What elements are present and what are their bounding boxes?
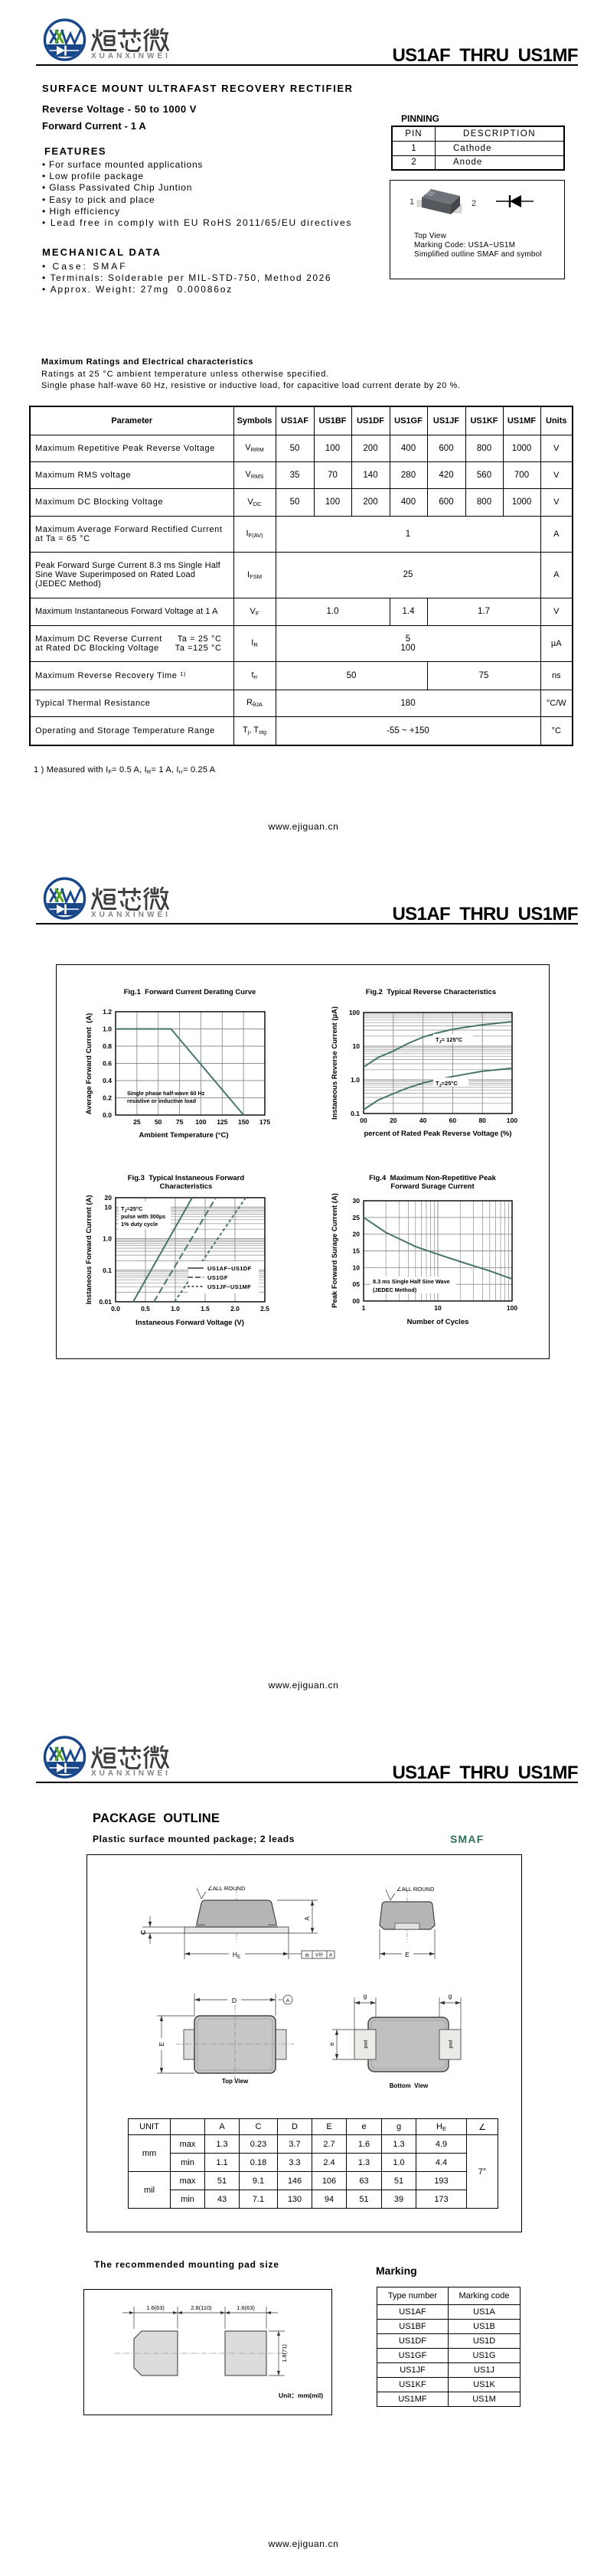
svg-text:30: 30 — [353, 1197, 361, 1205]
svg-text:TJ=25°C: TJ=25°C — [436, 1080, 458, 1088]
svg-text:8.3 ms Single Half Sine Wave: 8.3 ms Single Half Sine Wave — [373, 1278, 450, 1285]
svg-text:100: 100 — [349, 1009, 360, 1016]
svg-text:100: 100 — [195, 1118, 206, 1126]
svg-text:US1AF~US1DF: US1AF~US1DF — [207, 1265, 252, 1272]
svg-text:HE: HE — [233, 1951, 240, 1960]
svg-text:0.6: 0.6 — [103, 1060, 112, 1068]
svg-text:1.0: 1.0 — [103, 1026, 112, 1033]
svg-text:pad: pad — [449, 2040, 454, 2048]
svg-text:0.0: 0.0 — [103, 1111, 112, 1119]
svg-text:E: E — [158, 2042, 165, 2046]
svg-text:D: D — [232, 1997, 237, 2004]
svg-text:2.5: 2.5 — [260, 1305, 269, 1312]
svg-text:E: E — [405, 1951, 410, 1958]
svg-text:00: 00 — [353, 1297, 361, 1305]
svg-text:125: 125 — [217, 1118, 227, 1126]
svg-text:1.6(63): 1.6(63) — [237, 2304, 255, 2311]
svg-text:Ambient Temperature (°C): Ambient Temperature (°C) — [139, 1131, 228, 1140]
svg-text:∠ALL ROUND: ∠ALL ROUND — [207, 1885, 246, 1892]
svg-text:2.0: 2.0 — [230, 1305, 240, 1312]
svg-text:0.01: 0.01 — [99, 1298, 112, 1306]
svg-text:1.6(63): 1.6(63) — [146, 2304, 165, 2311]
svg-text:US1JF~US1MF: US1JF~US1MF — [207, 1283, 251, 1290]
svg-text:0.8: 0.8 — [103, 1042, 112, 1050]
svg-text:175: 175 — [259, 1118, 270, 1126]
svg-text:25: 25 — [133, 1118, 141, 1126]
svg-text:Average Forward Current (A): Average Forward Current (A) — [85, 1013, 93, 1115]
svg-text:150: 150 — [238, 1118, 249, 1126]
svg-text:15: 15 — [353, 1247, 361, 1255]
svg-text:20: 20 — [105, 1194, 113, 1202]
svg-text:Number of Cycles: Number of Cycles — [407, 1318, 469, 1326]
svg-text:⊖: ⊖ — [305, 1953, 309, 1958]
svg-text:60: 60 — [449, 1117, 457, 1124]
svg-text:1.0: 1.0 — [171, 1305, 180, 1312]
svg-text:1.8(71): 1.8(71) — [281, 2344, 288, 2362]
svg-text:e: e — [328, 2042, 335, 2046]
svg-text:2.8(110): 2.8(110) — [191, 2304, 212, 2311]
svg-text:1.0: 1.0 — [103, 1235, 112, 1243]
svg-text:0.2: 0.2 — [103, 1094, 112, 1102]
svg-text:75: 75 — [176, 1118, 184, 1126]
svg-text:1.5: 1.5 — [201, 1305, 210, 1312]
svg-text:100: 100 — [507, 1304, 517, 1312]
svg-text:0.1: 0.1 — [351, 1110, 360, 1117]
svg-text:1.0: 1.0 — [351, 1076, 360, 1084]
svg-text:100: 100 — [507, 1117, 517, 1124]
svg-text:(JEDEC Method): (JEDEC Method) — [373, 1286, 417, 1293]
svg-text:80: 80 — [478, 1117, 486, 1124]
svg-text:g: g — [364, 1993, 367, 2000]
svg-text:10: 10 — [353, 1264, 361, 1271]
svg-text:VⓂ: VⓂ — [315, 1952, 323, 1958]
svg-text:1% duty cycle: 1% duty cycle — [121, 1221, 158, 1228]
svg-text:0.1: 0.1 — [103, 1267, 112, 1274]
svg-text:Peak Forward Surage Current (A: Peak Forward Surage Current (A) — [331, 1193, 339, 1308]
svg-text:Top View: Top View — [222, 2078, 249, 2085]
svg-text:25: 25 — [353, 1214, 361, 1221]
svg-text:00: 00 — [360, 1117, 367, 1124]
svg-text:10: 10 — [105, 1203, 113, 1211]
svg-text:50: 50 — [155, 1118, 162, 1126]
svg-text:2: 2 — [472, 199, 476, 208]
svg-text:Bottom View: Bottom View — [390, 2082, 429, 2089]
svg-text:0.0: 0.0 — [111, 1305, 120, 1312]
svg-text:pad: pad — [364, 2040, 369, 2048]
svg-text:Instaneous Forward Voltage (V): Instaneous Forward Voltage (V) — [135, 1319, 244, 1327]
svg-text:1: 1 — [410, 197, 414, 207]
svg-text:40: 40 — [419, 1117, 427, 1124]
svg-text:US1GF: US1GF — [207, 1274, 228, 1281]
svg-text:Characteristics: Characteristics — [160, 1182, 213, 1191]
svg-text:Unit：mm(mil): Unit：mm(mil) — [279, 2392, 323, 2399]
svg-text:05: 05 — [353, 1280, 361, 1288]
svg-text:resistive or inductive load: resistive or inductive load — [127, 1097, 196, 1104]
svg-text:0.4: 0.4 — [103, 1077, 112, 1084]
svg-text:10: 10 — [353, 1042, 361, 1050]
svg-text:20: 20 — [353, 1231, 361, 1238]
svg-text:Fig.4 Maximum Non-Repetitive: Fig.4 Maximum Non-Repetitive Peak — [369, 1174, 496, 1182]
svg-text:g: g — [449, 1993, 452, 2000]
svg-text:Fig.1 Forward Current Deratin: Fig.1 Forward Current Derating Curve — [124, 988, 256, 996]
svg-text:Fig.2 Typical Reverse Charact: Fig.2 Typical Reverse Characteristics — [366, 988, 496, 996]
svg-text:A: A — [304, 1916, 311, 1921]
svg-text:Instaneous Reverse Current (µA: Instaneous Reverse Current (µA) — [331, 1006, 339, 1120]
svg-text:Forward Surage Current: Forward Surage Current — [390, 1182, 475, 1191]
svg-text:0.5: 0.5 — [141, 1305, 150, 1312]
svg-text:TJ=25°C: TJ=25°C — [121, 1205, 143, 1214]
svg-text:C: C — [139, 1930, 147, 1935]
svg-text:Fig.3 Typical Instaneous Forw: Fig.3 Typical Instaneous Forward — [128, 1174, 245, 1182]
svg-text:A: A — [286, 1998, 290, 2004]
svg-text:10: 10 — [434, 1304, 442, 1312]
svg-text:percent of Rated Peak Reverse: percent of Rated Peak Reverse Voltage (%… — [364, 1130, 511, 1138]
svg-text:Single phase half-wave 60 Hz: Single phase half-wave 60 Hz — [127, 1090, 205, 1097]
svg-text:A: A — [329, 1954, 332, 1958]
svg-text:∠ALL ROUND: ∠ALL ROUND — [397, 1886, 435, 1893]
svg-text:Instaneous Forward Current (A): Instaneous Forward Current (A) — [85, 1195, 93, 1304]
svg-text:1.2: 1.2 — [103, 1008, 112, 1016]
svg-text:1: 1 — [362, 1304, 366, 1312]
svg-text:TJ= 125°C: TJ= 125°C — [436, 1036, 463, 1045]
svg-text:pulse with 300µs: pulse with 300µs — [121, 1213, 165, 1220]
svg-text:20: 20 — [390, 1117, 397, 1124]
